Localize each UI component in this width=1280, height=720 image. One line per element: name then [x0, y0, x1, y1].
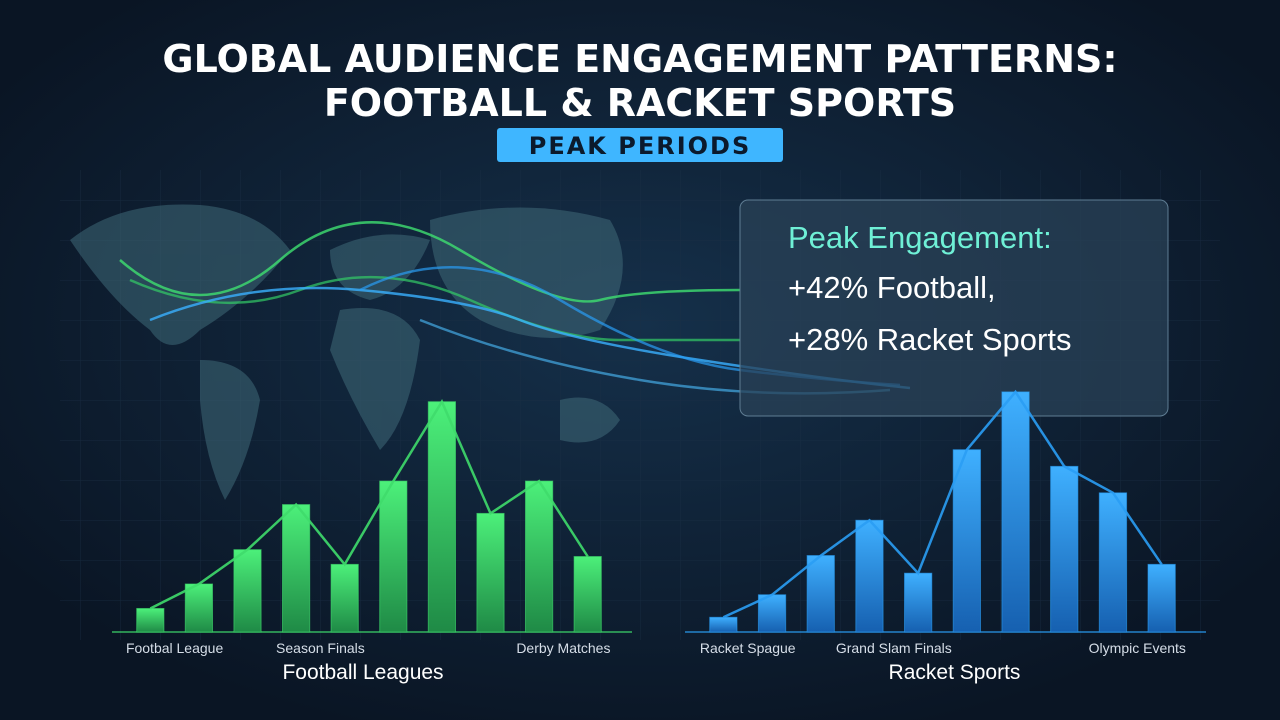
subtitle-badge	[497, 128, 783, 162]
callout-line: +42% Football,	[788, 270, 996, 305]
bar	[757, 594, 787, 633]
bar	[1098, 492, 1128, 633]
bar	[233, 549, 262, 633]
trend-line	[722, 389, 1163, 619]
x-tick-label: Season Finals	[276, 640, 365, 656]
bar	[184, 583, 214, 633]
bar	[1001, 391, 1030, 633]
bar	[806, 555, 835, 633]
bar	[330, 563, 359, 633]
x-tick-label: Grand Slam Finals	[836, 640, 952, 656]
title-line: FOOTBALL & RACKET SPORTS	[324, 81, 956, 125]
world-map	[70, 204, 623, 500]
title-line: GLOBAL AUDIENCE ENGAGEMENT PATTERNS:	[162, 37, 1117, 81]
bar	[1050, 465, 1079, 633]
x-tick-label: Racket Spague	[700, 640, 796, 656]
callout-heading: Peak Engagement:	[788, 220, 1052, 255]
bar	[281, 504, 311, 633]
x-axis-title: Football Leagues	[282, 661, 443, 684]
x-axis-title: Racket Sports	[889, 661, 1021, 684]
x-tick-label: Footbal League	[126, 640, 224, 656]
trend-line	[149, 398, 589, 610]
subtitle: PEAK PERIODS	[529, 132, 752, 160]
bar	[709, 616, 738, 633]
x-tick-label: Derby Matches	[516, 640, 610, 656]
bar	[573, 556, 602, 633]
bar	[1147, 563, 1176, 633]
x-tick-label: Olympic Events	[1089, 640, 1186, 656]
bar	[136, 607, 165, 633]
bar	[379, 480, 408, 633]
bar	[524, 480, 554, 633]
bar	[427, 401, 457, 633]
callout-line: +28% Racket Sports	[788, 322, 1071, 357]
bar	[904, 572, 933, 633]
callout-box	[739, 199, 1169, 417]
bar	[952, 449, 981, 633]
bar	[855, 519, 884, 633]
bar	[476, 512, 505, 633]
